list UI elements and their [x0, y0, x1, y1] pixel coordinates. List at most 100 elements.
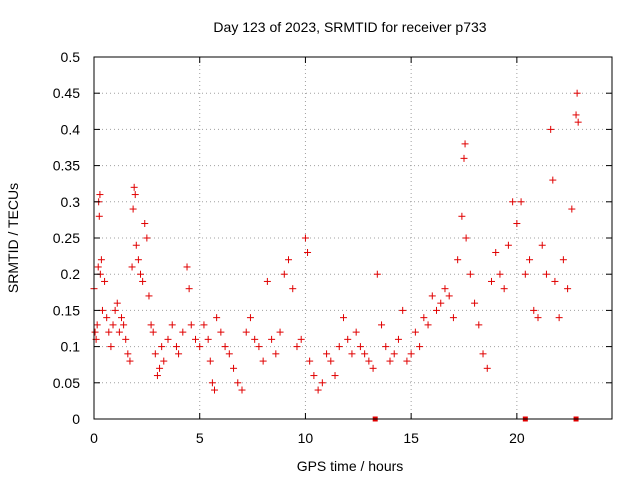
y-tick-label: 0.2 [61, 266, 81, 282]
data-point [124, 350, 132, 358]
data-point [496, 270, 504, 278]
data-point [293, 343, 301, 351]
data-point [94, 263, 102, 271]
data-point [509, 198, 517, 206]
data-point [93, 321, 101, 329]
data-point [348, 350, 356, 358]
data-point [126, 357, 134, 365]
data-point [549, 176, 557, 184]
data-point [113, 299, 121, 307]
data-point [352, 328, 360, 336]
data-point [369, 364, 377, 372]
data-point [386, 357, 394, 365]
data-point [462, 234, 470, 242]
plot-frame [93, 56, 613, 420]
data-point [168, 321, 176, 329]
data-point [134, 256, 142, 264]
y-tick-label: 0.45 [53, 85, 80, 101]
data-point [378, 321, 386, 329]
data-point [147, 321, 155, 329]
data-point [517, 198, 525, 206]
data-point [242, 328, 250, 336]
data-point [217, 328, 225, 336]
data-point [158, 343, 166, 351]
data-point [122, 335, 130, 343]
data-point [534, 314, 542, 322]
x-tick-label: 20 [509, 430, 525, 446]
data-point [221, 343, 229, 351]
data-point [551, 277, 559, 285]
data-point [513, 220, 521, 228]
data-point [206, 357, 214, 365]
data-point [141, 220, 149, 228]
data-point [500, 285, 508, 293]
data-point [445, 292, 453, 300]
data-point [172, 343, 180, 351]
y-tick-label: 0.5 [61, 49, 81, 65]
data-point [263, 277, 271, 285]
data-point [101, 277, 109, 285]
data-point [390, 350, 398, 358]
data-point [441, 285, 449, 293]
data-point [424, 321, 432, 329]
data-point [107, 343, 115, 351]
points-layer [90, 89, 582, 422]
data-point [483, 364, 491, 372]
data-point [137, 270, 145, 278]
data-point [129, 205, 137, 213]
data-point [547, 125, 555, 133]
data-point [449, 314, 457, 322]
data-point [145, 292, 153, 300]
data-point [259, 357, 267, 365]
data-point [394, 335, 402, 343]
data-point [526, 256, 534, 264]
x-tick-label: 10 [298, 430, 314, 446]
y-tick-label: 0 [72, 411, 80, 427]
data-point [304, 248, 312, 256]
data-point [109, 321, 117, 329]
data-point [504, 241, 512, 249]
data-point [428, 292, 436, 300]
data-point [297, 335, 305, 343]
y-tick-label: 0.15 [53, 302, 80, 318]
data-point [361, 350, 369, 358]
data-point [373, 270, 381, 278]
data-point [149, 328, 157, 336]
data-point [103, 314, 111, 322]
data-point [96, 191, 104, 199]
data-point [542, 270, 550, 278]
y-tick-label: 0.1 [61, 339, 81, 355]
y-tick-label: 0.05 [53, 375, 80, 391]
data-point [492, 248, 500, 256]
data-point [111, 306, 119, 314]
data-point [487, 277, 495, 285]
data-point [437, 299, 445, 307]
data-point [238, 386, 246, 394]
data-point [564, 285, 572, 293]
axes-layer: 0 0.05 0.1 0.15 0.2 0.25 0.3 0.35 0.4 0.45 0.5 0 5 10… [53, 49, 613, 446]
data-point [151, 350, 159, 358]
data-point [268, 335, 276, 343]
data-point [365, 357, 373, 365]
data-point [131, 191, 139, 199]
data-point [407, 350, 415, 358]
data-point [200, 321, 208, 329]
data-point [433, 306, 441, 314]
data-point [211, 386, 219, 394]
data-point [185, 285, 193, 293]
data-point [458, 212, 466, 220]
chart-title: Day 123 of 2023, SRMTID for receiver p73… [213, 19, 486, 35]
data-point [164, 335, 172, 343]
data-point [314, 386, 322, 394]
data-point [276, 328, 284, 336]
x-tick-label: 15 [403, 430, 419, 446]
data-point [559, 256, 567, 264]
y-tick-label: 0.3 [61, 194, 81, 210]
data-point [175, 350, 183, 358]
data-point [382, 343, 390, 351]
data-point [416, 343, 424, 351]
data-point [255, 343, 263, 351]
y-tick-label: 0.25 [53, 230, 80, 246]
y-tick-label: 0.4 [61, 121, 81, 137]
